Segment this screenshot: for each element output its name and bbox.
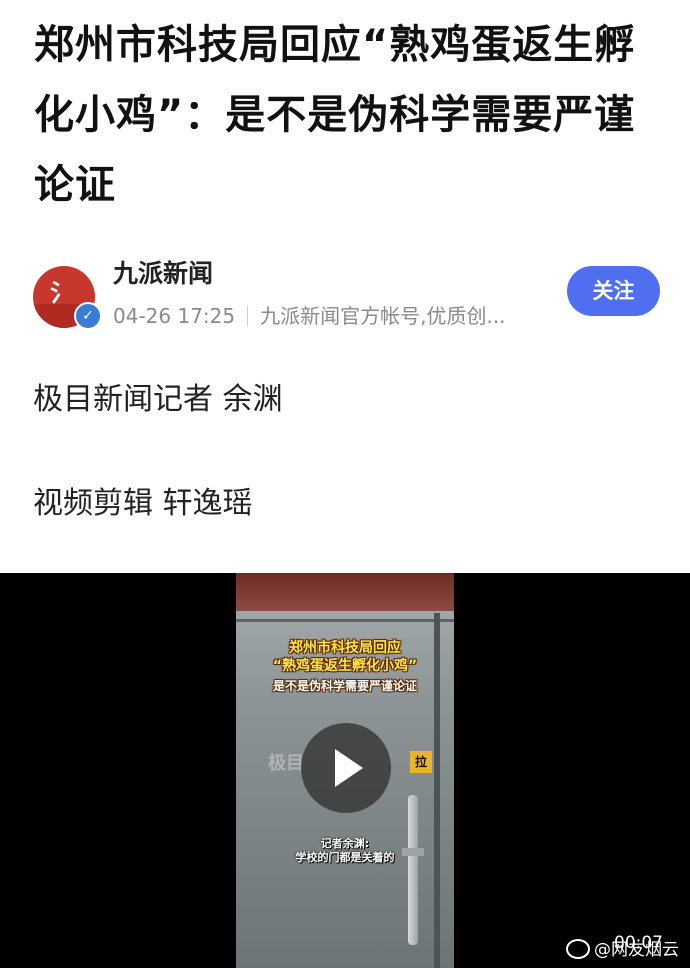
video-caption-line1: 郑州市科技局回应 <box>289 640 401 656</box>
jiupai-logo-icon: 氵 <box>50 279 74 307</box>
video-player[interactable]: 极目 拉 郑州市科技局回应 “熟鸡蛋返生孵化小鸡” 是不是伪科学需要严谨论证 记… <box>0 573 690 968</box>
editor-byline: 视频剪辑 轩逸瑶 <box>33 486 253 521</box>
play-button[interactable] <box>301 723 391 813</box>
author-row[interactable]: 氵 ✓ 九派新闻 04-26 17:25 九派新闻官方帐号,优质创... 关注 <box>0 250 690 340</box>
weibo-watermark: @网友烟云 <box>566 935 690 963</box>
video-caption-line3: 是不是伪科学需要严谨论证 <box>272 679 417 693</box>
article-title: 郑州市科技局回应“熟鸡蛋返生孵化小鸡”：是不是伪科学需要严谨论证 <box>34 22 636 208</box>
video-time: 00:07 <box>614 933 663 953</box>
video-watermark: 极目 <box>268 753 304 774</box>
video-frame: 极目 拉 郑州市科技局回应 “熟鸡蛋返生孵化小鸡” 是不是伪科学需要严谨论证 记… <box>236 573 454 968</box>
publish-date: 04-26 17:25 <box>113 304 236 328</box>
door-handle-mount <box>402 848 424 856</box>
video-caption-line2: “熟鸡蛋返生孵化小鸡” <box>272 658 418 674</box>
pull-sign: 拉 <box>410 751 432 773</box>
video-top-strip <box>236 573 454 611</box>
play-icon <box>335 749 363 787</box>
video-subtitle-line1: 记者余渊: <box>320 837 370 850</box>
weibo-icon <box>566 939 590 959</box>
door-line <box>236 619 454 622</box>
reporter-byline: 极目新闻记者 余渊 <box>33 382 283 417</box>
video-subtitle-line2: 学校的门都是关着的 <box>295 851 395 864</box>
follow-button[interactable]: 关注 <box>567 266 660 316</box>
meta-divider <box>247 306 249 326</box>
door-edge <box>434 613 440 968</box>
door-handle <box>408 795 418 945</box>
verified-check-icon: ✓ <box>74 302 102 330</box>
author-name[interactable]: 九派新闻 <box>113 259 214 288</box>
author-description: 九派新闻官方帐号,优质创... <box>260 304 506 328</box>
watermark-text: @网友烟云 <box>594 940 679 960</box>
author-meta: 04-26 17:25 九派新闻官方帐号,优质创... <box>113 300 553 329</box>
